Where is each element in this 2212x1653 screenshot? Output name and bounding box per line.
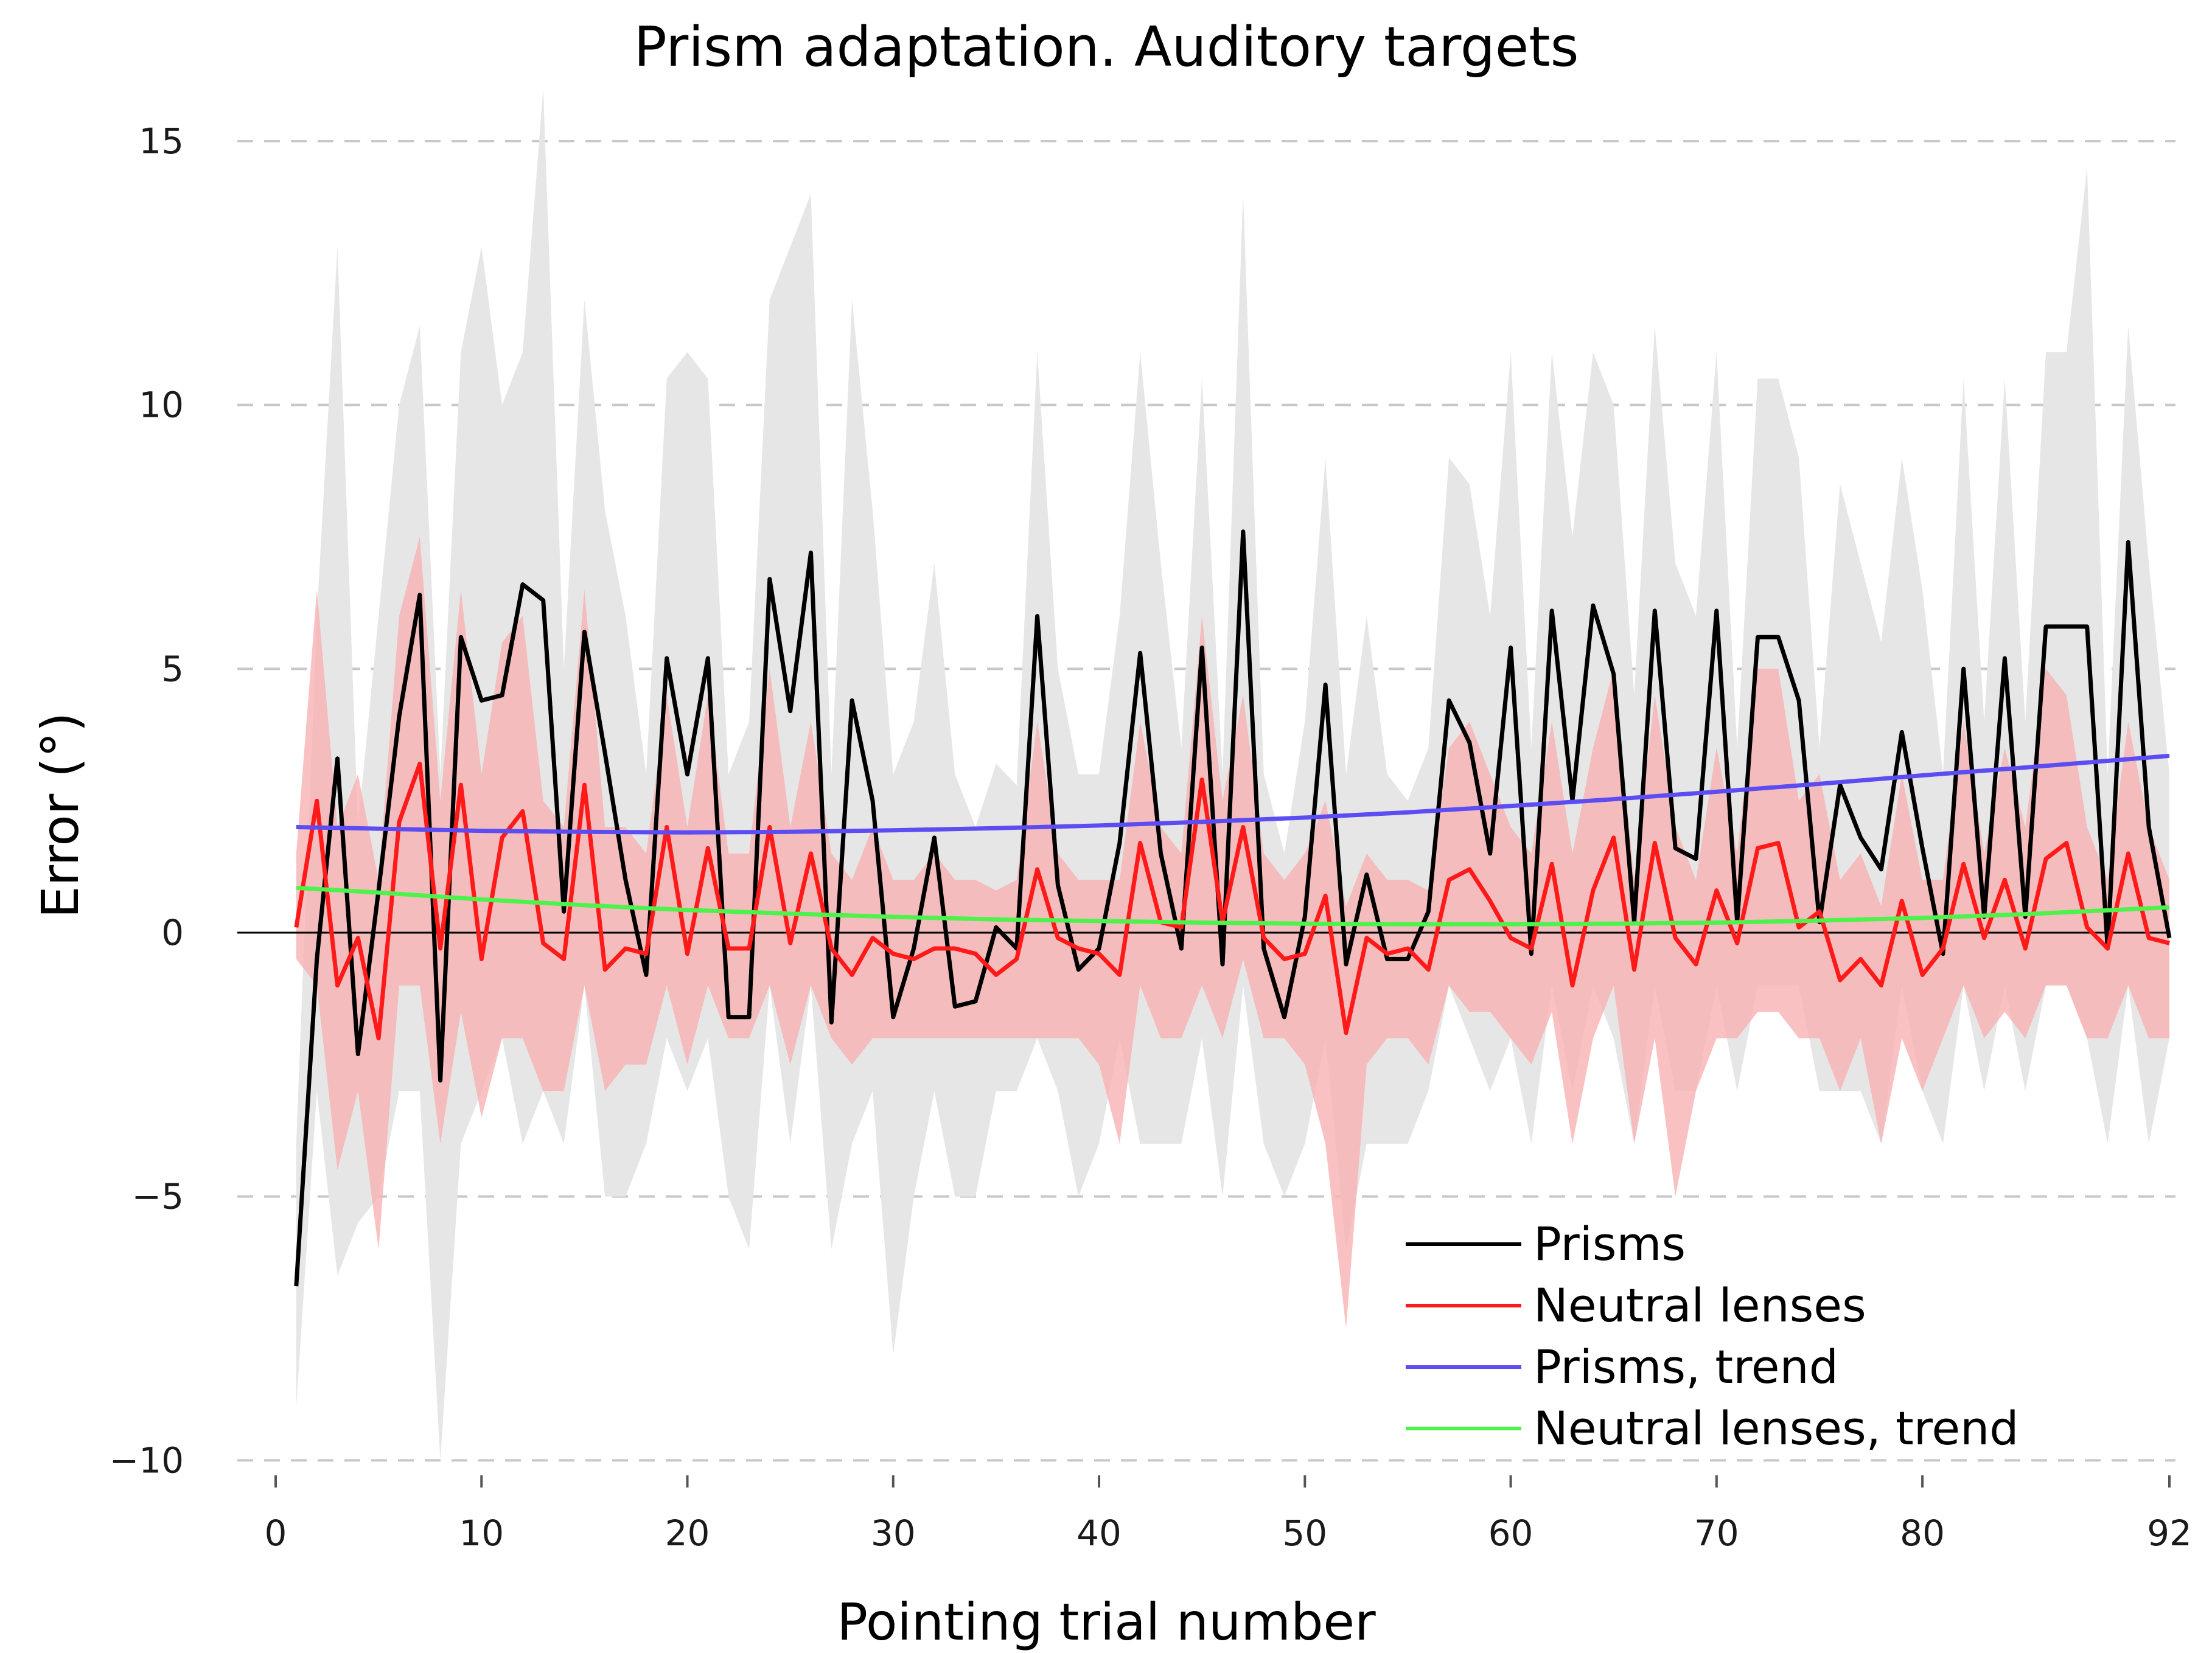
y-tick-label: 5: [161, 648, 184, 689]
y-axis-ticks: 15 10 5 0 −5 −10: [110, 120, 184, 1481]
legend-label-neutral: Neutral lenses: [1533, 1278, 1866, 1332]
y-tick-label: 15: [139, 120, 184, 162]
x-tick-label: 60: [1488, 1512, 1533, 1554]
x-tick-label: 80: [1900, 1512, 1945, 1554]
legend: Prisms Neutral lenses Prisms, trend Neut…: [1406, 1217, 2019, 1455]
x-axis-ticks: 0 10 20 30 40 50 60 70 80 92: [265, 1475, 2192, 1554]
x-axis-label: Pointing trial number: [837, 1592, 1376, 1652]
y-tick-label: 10: [139, 385, 184, 426]
y-tick-label: 0: [161, 912, 184, 953]
neutral-lenses-trend-line: [296, 885, 2170, 927]
y-axis-label: Error (°): [30, 712, 90, 919]
prisms-line: [294, 529, 2172, 1287]
x-tick-label: 70: [1694, 1512, 1739, 1554]
y-tick-label: −10: [110, 1439, 184, 1481]
x-tick-label: 30: [871, 1512, 916, 1554]
legend-label-prisms-trend: Prisms, trend: [1533, 1340, 1838, 1394]
x-tick-label: 10: [459, 1512, 504, 1554]
chart-title: Prism adaptation. Auditory targets: [634, 15, 1579, 79]
prisms-trend-line: [296, 753, 2170, 835]
x-tick-label: 0: [265, 1512, 287, 1554]
x-tick-label: 50: [1282, 1512, 1327, 1554]
legend-label-neutral-trend: Neutral lenses, trend: [1533, 1401, 2019, 1455]
y-tick-label: −5: [132, 1176, 184, 1217]
legend-label-prisms: Prisms: [1533, 1217, 1686, 1271]
x-tick-label: 20: [665, 1512, 710, 1554]
x-tick-label: 40: [1076, 1512, 1122, 1554]
series-lines: [294, 529, 2172, 1287]
neutral-lenses-line: [294, 762, 2170, 1040]
x-tick-label: 92: [2147, 1512, 2192, 1554]
